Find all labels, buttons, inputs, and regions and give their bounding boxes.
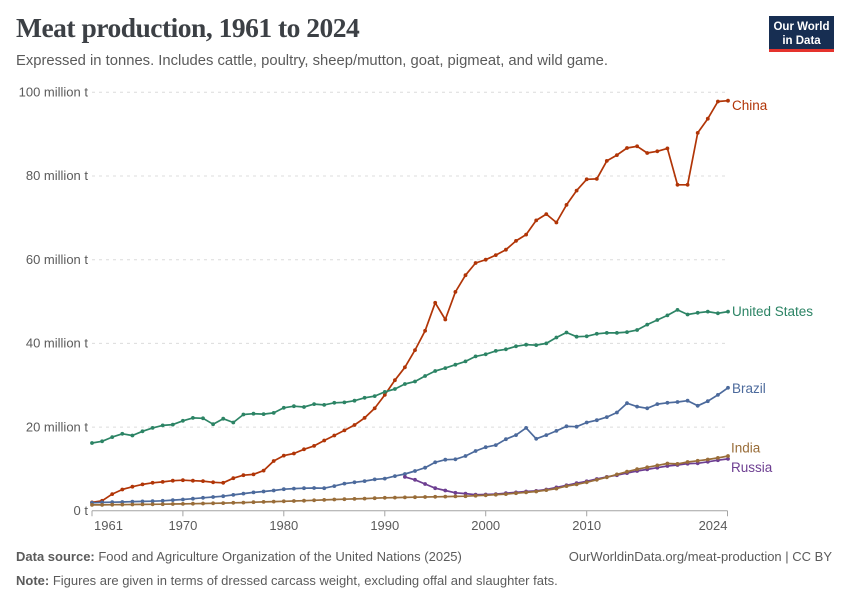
svg-text:40 million t: 40 million t	[26, 336, 89, 351]
svg-text:1961: 1961	[94, 518, 123, 533]
svg-text:100 million t: 100 million t	[19, 85, 89, 100]
svg-text:60 million t: 60 million t	[26, 252, 89, 267]
svg-text:0 t: 0 t	[74, 503, 89, 518]
svg-text:80 million t: 80 million t	[26, 168, 89, 183]
svg-text:China: China	[732, 98, 768, 113]
svg-text:Russia: Russia	[731, 460, 773, 475]
svg-text:1980: 1980	[269, 518, 298, 533]
svg-text:2000: 2000	[471, 518, 500, 533]
svg-text:United States: United States	[732, 304, 813, 319]
svg-text:1990: 1990	[370, 518, 399, 533]
svg-text:2010: 2010	[572, 518, 601, 533]
svg-text:2024: 2024	[699, 518, 728, 533]
svg-text:Brazil: Brazil	[732, 381, 766, 396]
svg-text:20 million t: 20 million t	[26, 419, 89, 434]
svg-text:India: India	[731, 441, 761, 456]
svg-text:1970: 1970	[168, 518, 197, 533]
